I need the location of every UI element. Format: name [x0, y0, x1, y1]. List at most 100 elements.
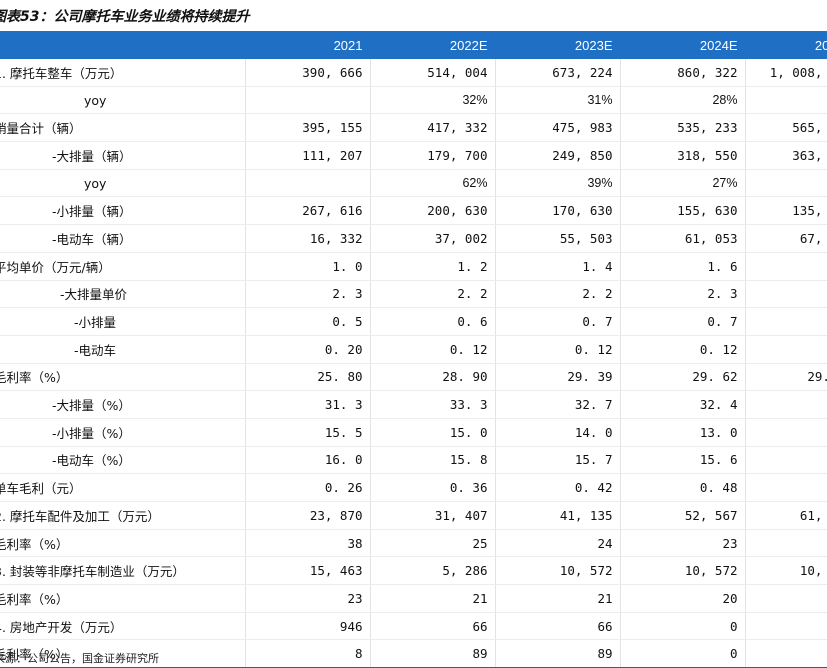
table-cell: 673, 224: [495, 59, 621, 87]
table-cell: 32%: [370, 86, 496, 115]
row-label-text: 3. 封装等非摩托车制造业（万元）: [0, 564, 185, 580]
table-cell: [745, 252, 827, 281]
table-cell: 67, 000: [745, 224, 827, 253]
table-cell: 29. 39: [495, 363, 621, 392]
table-cell: 38: [245, 529, 371, 558]
table-cell: 23, 870: [245, 501, 371, 530]
table-body: 1. 摩托车整车（万元） 390, 666 514, 004 673, 224 860,…: [0, 59, 827, 668]
row-label: -小排量（辆）: [0, 196, 246, 226]
row-label-text: -电动车（辆）: [52, 231, 132, 247]
table-cell: 10, 572: [495, 556, 621, 586]
table-cell: 52, 567: [620, 501, 746, 530]
row-label-text: 毛利率（%）: [0, 591, 69, 607]
data-table: 2021 2022E 2023E 2024E 2025E 1. 摩托车整车（万元…: [0, 31, 827, 668]
row-label-text: 销量合计（辆）: [0, 121, 82, 137]
table-cell: 55, 503: [495, 224, 621, 253]
column-header: 2021: [245, 31, 371, 59]
row-label-text: 单车毛利（元）: [0, 481, 82, 497]
row-label-text: yoy: [84, 175, 107, 191]
table-cell: 0. 12: [495, 335, 621, 364]
table-cell: 14. 0: [495, 418, 621, 447]
column-header: 2025E: [745, 31, 827, 59]
table-cell: 23: [245, 584, 371, 613]
table-cell: [745, 584, 827, 613]
table-cell: 61, 053: [620, 224, 746, 253]
table-cell: 514, 004: [370, 59, 496, 87]
row-label-text: 2. 摩托车配件及加工（万元）: [0, 508, 160, 524]
row-label: 平均单价（万元/辆）: [0, 252, 246, 281]
table-cell: 1. 2: [370, 252, 496, 281]
row-label-text: -小排量（辆）: [52, 204, 132, 220]
table-cell: 363, 000: [745, 141, 827, 170]
table-cell: 318, 550: [620, 141, 746, 170]
table-cell: 21: [370, 584, 496, 613]
table-row: -小排量 0. 5 0. 6 0. 7 0. 7: [0, 307, 827, 336]
row-label-text: 平均单价（万元/辆）: [0, 259, 111, 275]
table-row: -电动车（%） 16. 0 15. 8 15. 7 15. 6: [0, 446, 827, 475]
row-label: yoy: [0, 169, 246, 198]
table-row: 平均单价（万元/辆） 1. 0 1. 2 1. 4 1. 6: [0, 252, 827, 281]
table-cell: 0. 42: [495, 473, 621, 502]
row-label: yoy: [0, 86, 246, 115]
table-cell: 66: [495, 612, 621, 641]
table-cell: 13. 0: [620, 418, 746, 447]
table-cell: 417, 332: [370, 113, 496, 143]
table-cell: 2. 3: [620, 280, 746, 309]
row-label-text: -小排量: [74, 315, 117, 331]
table-cell: 2. 2: [370, 280, 496, 309]
table-cell: 66: [370, 612, 496, 641]
table-cell: 565, 000: [745, 113, 827, 143]
row-label-text: -电动车: [74, 342, 117, 358]
table-cell: 0. 48: [620, 473, 746, 502]
table-row: -大排量（%） 31. 3 33. 3 32. 7 32. 4: [0, 390, 827, 419]
row-label: -电动车: [0, 335, 246, 364]
table-row: 单车毛利（元） 0. 26 0. 36 0. 42 0. 48: [0, 473, 827, 502]
table-cell: 62%: [370, 169, 496, 198]
table-cell: [745, 280, 827, 309]
table-title: 图表53：公司摩托车业务业绩将持续提升: [0, 9, 250, 25]
table-cell: [745, 446, 827, 475]
table-cell: 0. 36: [370, 473, 496, 502]
table-cell: 89: [495, 639, 621, 668]
row-label: 毛利率（%）: [0, 639, 246, 668]
row-label-text: -大排量单价: [60, 287, 128, 303]
table-cell: 5, 286: [370, 556, 496, 586]
table-cell: 390, 666: [245, 59, 371, 87]
table-cell: 28. 90: [370, 363, 496, 392]
table-cell: 10, 000: [745, 556, 827, 586]
table-cell: [245, 169, 371, 198]
table-cell: 15. 6: [620, 446, 746, 475]
table-cell: 0. 12: [370, 335, 496, 364]
table-cell: 946: [245, 612, 371, 641]
column-header: 2023E: [495, 31, 621, 59]
table-row: 1. 摩托车整车（万元） 390, 666 514, 004 673, 224 860,…: [0, 59, 827, 87]
table-cell: 2. 3: [245, 280, 371, 309]
table-cell: 61, 000: [745, 501, 827, 530]
row-label: -大排量单价: [0, 280, 246, 309]
table-cell: [745, 307, 827, 336]
row-label: 4. 房地产开发（万元）: [0, 612, 246, 641]
table-row: yoy 62% 39% 27%: [0, 169, 827, 198]
row-label: -小排量: [0, 307, 246, 336]
table-cell: [745, 639, 827, 668]
row-label: 销量合计（辆）: [0, 113, 246, 143]
table-cell: 0. 20: [245, 335, 371, 364]
table-cell: [745, 612, 827, 641]
table-row: -大排量（辆） 111, 207 179, 700 249, 850 318, 550 3…: [0, 141, 827, 170]
row-label: 毛利率（%）: [0, 363, 246, 392]
row-label: -电动车（辆）: [0, 224, 246, 253]
table-cell: [745, 529, 827, 558]
table-cell: 89: [370, 639, 496, 668]
table-cell: 1, 008, 000: [745, 59, 827, 87]
table-cell: 267, 616: [245, 196, 371, 226]
table-cell: 41, 135: [495, 501, 621, 530]
row-label-text: 毛利率（%）: [0, 370, 69, 386]
table-cell: 179, 700: [370, 141, 496, 170]
table-cell: [245, 86, 371, 115]
row-label: 1. 摩托车整车（万元）: [0, 59, 246, 87]
table-row: 4. 房地产开发（万元） 946 66 66 0: [0, 612, 827, 641]
table-cell: 200, 630: [370, 196, 496, 226]
row-label: 毛利率（%）: [0, 529, 246, 558]
table-row: -小排量（辆） 267, 616 200, 630 170, 630 155, 630 1…: [0, 196, 827, 226]
